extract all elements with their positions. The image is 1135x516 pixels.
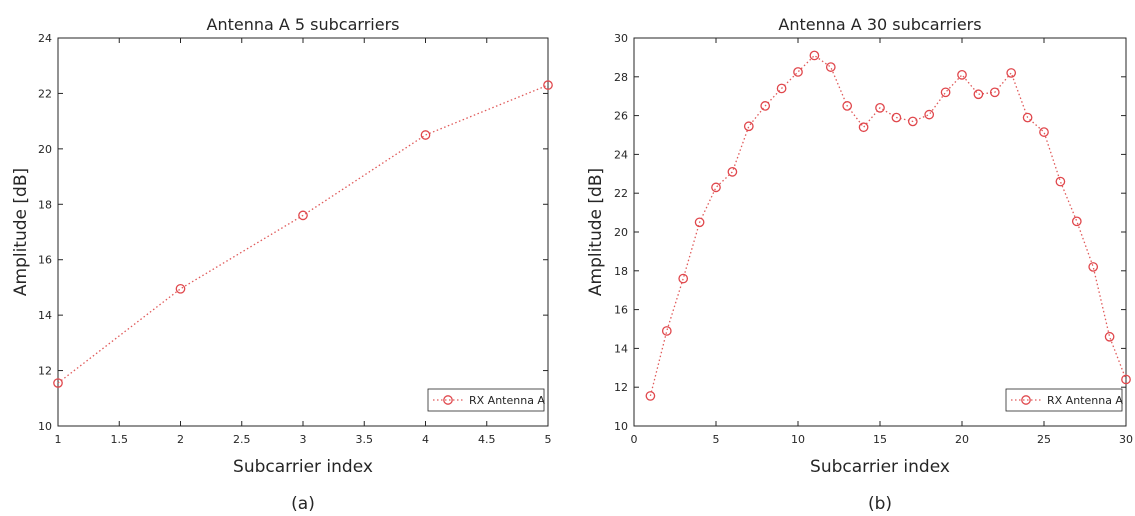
chart-b-data-point <box>1039 127 1049 137</box>
chart-a-ytick-label: 24 <box>38 32 52 45</box>
chart-a-xtick-label: 3 <box>300 433 307 446</box>
chart-a-panel-label: (a) <box>291 494 315 514</box>
chart-a-data-point <box>298 210 308 221</box>
chart-b-data-point <box>989 87 1000 98</box>
chart-b-xtick-label: 25 <box>1037 433 1051 446</box>
chart-a-data-point <box>543 80 553 90</box>
chart-a-xtick-label: 4 <box>422 433 429 446</box>
chart-b-data-point <box>875 102 885 113</box>
chart-b-series <box>645 50 1131 401</box>
chart-a-ytick-label: 20 <box>38 143 52 156</box>
chart-b-data-point <box>1022 112 1033 123</box>
chart-b-ylabel: Amplitude [dB] <box>586 168 606 296</box>
chart-b-data-point <box>1055 176 1066 187</box>
chart-a-xtick-label: 2 <box>177 433 184 446</box>
chart-b-data-point <box>711 182 721 193</box>
chart-b-data-point <box>973 89 984 100</box>
chart-b-ytick-label: 10 <box>614 420 628 433</box>
chart-b-data-point <box>1121 374 1131 385</box>
chart-b-plot-frame <box>633 37 1127 427</box>
chart-b-legend: RX Antenna A <box>1005 388 1123 412</box>
chart-a-plot-frame <box>57 37 549 427</box>
chart-b-data-point <box>793 67 803 77</box>
chart-b-data-point <box>809 50 820 61</box>
chart-b-ytick-label: 12 <box>614 381 628 394</box>
chart-b-title: Antenna A 30 subcarriers <box>778 15 981 34</box>
chart-b-ticks: 0 5 10 15 20 25 30 10 12 14 16 18 20 22 24 26 28 30 <box>614 32 1133 446</box>
chart-b: Antenna A 30 subcarriers Subcarrier inde… <box>586 15 1133 514</box>
chart-b-xtick-label: 15 <box>873 433 887 446</box>
chart-b-ytick-label: 18 <box>614 265 628 278</box>
chart-b-xtick-label: 5 <box>713 433 720 446</box>
chart-a: Antenna A 5 subcarriers Subcarrier index… <box>11 15 553 514</box>
chart-b-xtick-label: 10 <box>791 433 805 446</box>
chart-b-legend-box <box>1005 388 1123 412</box>
chart-a-xtick-label: 1.5 <box>111 433 129 446</box>
chart-b-data-point <box>891 112 902 123</box>
chart-b-data-point <box>957 70 967 80</box>
chart-b-data-point <box>924 109 935 120</box>
chart-b-data-point <box>907 116 918 127</box>
chart-a-ylabel: Amplitude [dB] <box>11 168 31 296</box>
chart-b-legend-label: RX Antenna A <box>1047 394 1123 407</box>
chart-a-xtick-label: 1 <box>55 433 62 446</box>
chart-a-xtick-label: 2.5 <box>233 433 251 446</box>
chart-b-ytick-label: 26 <box>614 110 628 123</box>
chart-b-ytick-label: 22 <box>614 187 628 200</box>
chart-a-legend-marker <box>443 395 453 405</box>
chart-b-ytick-label: 20 <box>614 226 628 239</box>
chart-a-legend-box <box>427 388 545 412</box>
chart-b-ytick-label: 28 <box>614 71 628 84</box>
chart-a-legend: RX Antenna A <box>427 388 545 412</box>
chart-b-data-point <box>1006 68 1017 78</box>
chart-a-data-point <box>420 130 431 140</box>
chart-b-data-point <box>1071 216 1082 227</box>
chart-a-title: Antenna A 5 subcarriers <box>207 15 400 34</box>
chart-b-xtick-label: 30 <box>1119 433 1133 446</box>
chart-b-data-point <box>661 326 672 336</box>
chart-a-series-line <box>57 84 549 384</box>
chart-b-xtick-label: 0 <box>631 433 638 446</box>
chart-b-data-point <box>694 217 705 228</box>
chart-a-data-point <box>175 283 186 294</box>
chart-b-data-point <box>1088 262 1099 272</box>
chart-a-ytick-label: 10 <box>38 420 52 433</box>
chart-b-xtick-label: 20 <box>955 433 969 446</box>
chart-b-xlabel: Subcarrier index <box>810 457 950 477</box>
chart-b-legend-marker <box>1021 395 1031 405</box>
chart-b-data-point <box>1104 331 1115 342</box>
chart-a-legend-label: RX Antenna A <box>469 394 545 407</box>
chart-a-xtick-label: 4.5 <box>478 433 496 446</box>
chart-a-ytick-label: 16 <box>38 254 52 267</box>
chart-b-panel-label: (b) <box>868 494 892 514</box>
chart-b-data-point <box>858 122 869 133</box>
chart-b-data-point <box>760 101 771 111</box>
chart-b-data-point <box>940 87 951 98</box>
chart-a-ytick-label: 12 <box>38 365 52 378</box>
chart-b-ytick-label: 14 <box>614 342 628 355</box>
chart-b-data-point <box>825 62 836 72</box>
chart-a-xlabel: Subcarrier index <box>233 457 373 477</box>
chart-b-data-point <box>842 101 853 111</box>
chart-b-data-point <box>645 391 656 401</box>
chart-a-xtick-label: 3.5 <box>356 433 374 446</box>
chart-a-data-point <box>53 378 63 388</box>
chart-b-series-line <box>649 54 1127 397</box>
chart-a-xtick-label: 5 <box>545 433 552 446</box>
chart-b-ytick-label: 24 <box>614 148 628 161</box>
chart-b-data-point <box>678 273 689 284</box>
chart-b-data-point <box>727 167 738 177</box>
chart-b-data-point <box>776 83 787 94</box>
chart-b-ytick-label: 30 <box>614 32 628 45</box>
chart-a-ytick-label: 22 <box>38 87 52 100</box>
chart-b-ytick-label: 16 <box>614 304 628 317</box>
chart-a-ytick-label: 18 <box>38 198 52 211</box>
chart-a-ytick-label: 14 <box>38 309 52 322</box>
chart-a-series <box>53 80 553 388</box>
chart-a-ticks: 1 1.5 2 2.5 3 3.5 4 4.5 5 10 12 14 16 18 20 22 24 <box>38 32 552 446</box>
chart-b-data-point <box>743 121 754 132</box>
